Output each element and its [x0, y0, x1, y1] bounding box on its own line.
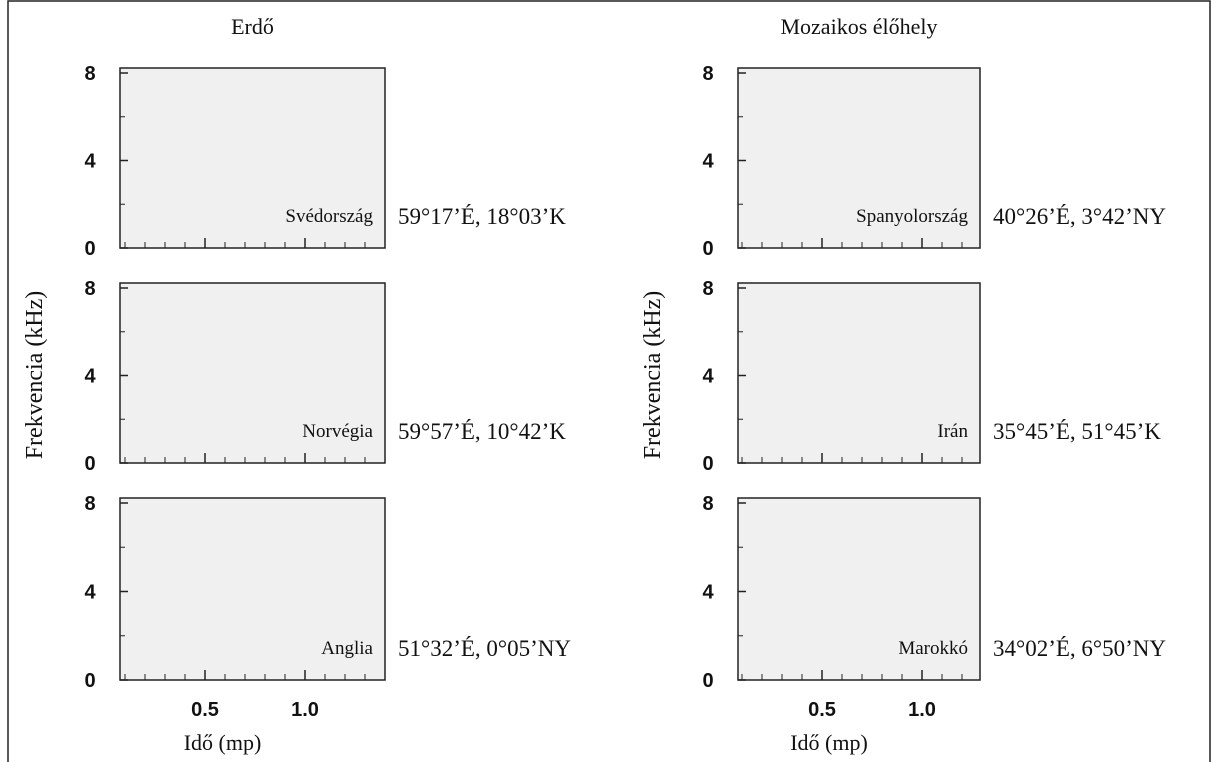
y-tick-label: 4: [84, 366, 96, 388]
country-label: Spanyolország: [856, 206, 968, 227]
coordinates: 40°26’É, 3°42’NY: [993, 204, 1166, 229]
frame: [7, 0, 1211, 762]
coordinates: 59°17’É, 18°03’K: [398, 204, 566, 229]
y-tick-label: 8: [84, 278, 95, 300]
plot-area: [119, 282, 386, 464]
plot-area: [119, 497, 386, 681]
x-tick-label: 0.5: [191, 699, 219, 721]
x-tick-label: 1.0: [908, 699, 936, 721]
y-tick-label: 8: [702, 63, 713, 85]
x-tick-label: 0.5: [808, 699, 836, 721]
y-tick-label: 4: [702, 366, 714, 388]
y-tick-label: 4: [84, 582, 96, 604]
y-tick-label: 0: [702, 238, 713, 260]
y-tick-label: 0: [702, 453, 713, 475]
column-title: Mozaikos élőhely: [780, 14, 937, 39]
coordinates: 35°45’É, 51°45’K: [993, 419, 1161, 444]
country-label: Irán: [937, 421, 968, 442]
y-tick-label: 4: [702, 582, 714, 604]
column-title: Erdő: [231, 14, 274, 39]
coordinates: 59°57’É, 10°42’K: [398, 419, 566, 444]
country-label: Norvégia: [302, 421, 373, 442]
plot-area: [737, 497, 981, 681]
y-tick-label: 8: [702, 493, 713, 515]
x-tick-label: 1.0: [291, 699, 319, 721]
y-tick-label: 8: [702, 278, 713, 300]
y-tick-label: 4: [84, 151, 96, 173]
x-axis-label: Idő (mp): [184, 730, 262, 755]
y-tick-label: 4: [702, 151, 714, 173]
y-tick-label: 0: [702, 670, 713, 692]
plot-area: [119, 67, 386, 249]
y-tick-label: 8: [84, 493, 95, 515]
coordinates: 34°02’É, 6°50’NY: [993, 636, 1166, 661]
country-label: Anglia: [321, 638, 373, 659]
y-tick-label: 0: [84, 238, 95, 260]
plot-area: [737, 282, 981, 464]
y-tick-label: 0: [84, 453, 95, 475]
country-label: Marokkó: [898, 638, 968, 659]
y-tick-label: 0: [84, 670, 95, 692]
plot-area: [737, 67, 981, 249]
x-axis-label: Idő (mp): [790, 730, 868, 755]
country-label: Svédország: [285, 206, 373, 227]
y-axis-label: Frekvencia (kHz): [22, 291, 48, 460]
y-tick-label: 8: [84, 63, 95, 85]
coordinates: 51°32’É, 0°05’NY: [398, 636, 571, 661]
y-axis-label: Frekvencia (kHz): [640, 291, 666, 460]
